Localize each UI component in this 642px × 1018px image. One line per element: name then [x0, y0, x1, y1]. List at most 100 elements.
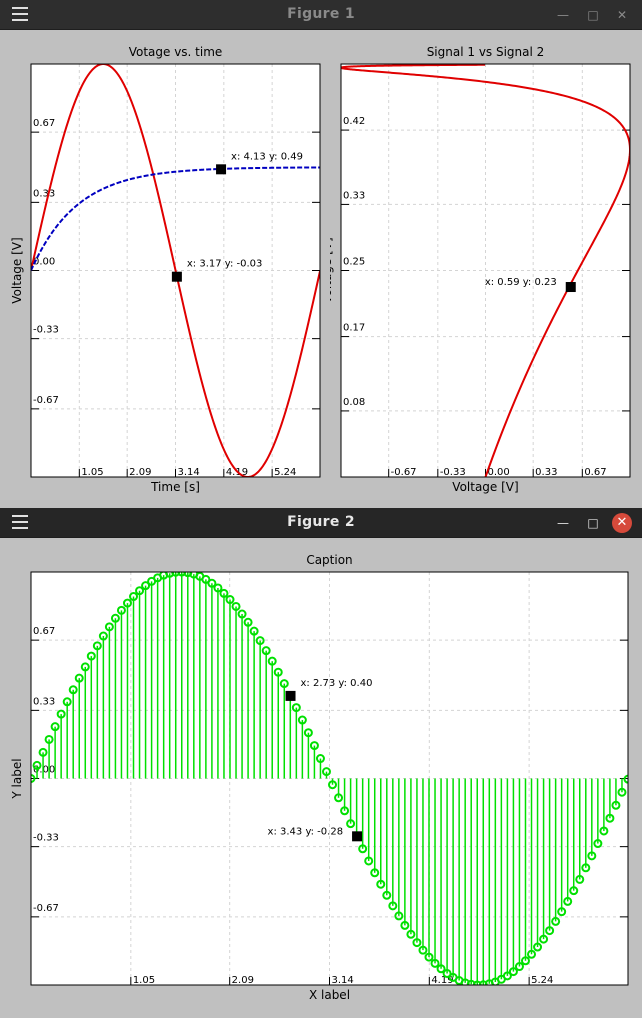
x-axis-label: X label — [309, 988, 350, 1002]
stem-marker — [135, 586, 145, 596]
stem-marker — [605, 813, 615, 823]
minimize-icon[interactable]: — — [557, 8, 569, 22]
dashed-series-line — [31, 166, 320, 271]
datatip-marker — [565, 282, 576, 293]
x-axis-label: Voltage [V] — [452, 480, 518, 494]
datatip-label: x: 4.13 y: 0.49 — [231, 151, 303, 162]
stem-marker — [370, 868, 380, 878]
stem-marker — [400, 920, 410, 930]
stem-marker — [346, 819, 356, 829]
x-tick-label: -0.33 — [440, 467, 466, 478]
x-tick-label: 1.05 — [133, 975, 155, 986]
stem-marker — [315, 754, 325, 764]
stem-marker — [364, 856, 374, 866]
stem-marker — [514, 962, 524, 972]
figure-1-titlebar[interactable]: Figure 1 — □ ✕ — [0, 0, 642, 30]
hamburger-icon[interactable] — [12, 7, 28, 21]
y-tick-label: 0.33 — [33, 696, 55, 707]
datatip-marker — [285, 690, 296, 701]
stem-marker — [213, 583, 223, 593]
stem-marker — [340, 806, 350, 816]
stem-marker — [328, 780, 338, 790]
window-title: Figure 2 — [287, 514, 355, 530]
stem-marker — [520, 956, 530, 966]
figure-2-titlebar[interactable]: Figure 2 — □ ✕ — [0, 508, 642, 538]
datatip-label: x: 0.59 y: 0.23 — [485, 277, 557, 288]
datatip-marker — [171, 271, 182, 282]
stem-marker — [122, 598, 132, 608]
stem-marker — [231, 601, 241, 611]
plot-frame — [30, 63, 321, 478]
stem-marker — [557, 907, 567, 917]
signal1-vs-signal2-chart[interactable]: -0.67 -0.33 0.00 0.33 0.67 0.42 0.33 0.25 0.17 0.… — [330, 30, 642, 508]
stem-marker — [56, 709, 66, 719]
stem-marker — [436, 964, 446, 974]
y-tick-label: 0.67 — [33, 118, 55, 129]
figure-1-window: Figure 1 — □ ✕ 1.05 2.09 3.14 4.19 5.24 0.67 0… — [0, 0, 642, 508]
series-group — [31, 64, 320, 477]
plot-frame — [340, 63, 631, 478]
stem-marker — [617, 787, 627, 797]
x-tick-label: 1.05 — [81, 467, 103, 478]
stem-marker — [623, 774, 628, 784]
y-tick-label: 0.08 — [343, 397, 365, 408]
stem-marker — [237, 609, 247, 619]
stem-marker — [291, 703, 301, 713]
stem-marker — [201, 574, 211, 584]
voltage-vs-time-chart[interactable]: 1.05 2.09 3.14 4.19 5.240.670.330.00-0.33-0.… — [0, 30, 330, 508]
stem-marker — [406, 929, 416, 939]
maximize-icon[interactable]: □ — [587, 8, 599, 22]
stem-marker — [31, 774, 36, 783]
caption-stem-chart[interactable]: 1.05 2.09 3.14 4.19 5.24 0.67 0.33 0.00 -0.33 -0.… — [0, 538, 642, 1018]
y-tick-label: 0.00 — [33, 257, 55, 268]
stem-marker — [545, 926, 555, 936]
stem-marker — [587, 851, 597, 861]
datatip-marker — [352, 831, 363, 842]
close-icon[interactable]: ✕ — [612, 513, 632, 533]
stem-marker — [32, 760, 42, 770]
hamburger-icon[interactable] — [12, 515, 28, 529]
window-title: Figure 1 — [287, 6, 355, 22]
stem-marker — [321, 767, 331, 777]
y-tick-label: 0.00 — [33, 765, 55, 776]
stem-marker — [418, 945, 428, 955]
stem-marker — [297, 715, 307, 725]
x-tick-label: 2.09 — [232, 975, 254, 986]
datatip-label: x: 3.17 y: -0.03 — [187, 259, 263, 270]
x-tick-label: 5.24 — [274, 467, 296, 478]
stem-marker — [388, 901, 398, 911]
stem-marker — [394, 911, 404, 921]
y-tick-label: -0.67 — [33, 903, 59, 914]
y-tick-label: 0.33 — [343, 190, 365, 201]
stem-marker — [207, 578, 217, 588]
stem-marker — [309, 741, 319, 751]
maximize-icon[interactable]: □ — [587, 516, 599, 530]
stem-marker — [442, 968, 452, 978]
stem-marker — [412, 938, 422, 948]
stem-marker — [44, 734, 54, 744]
stem-marker — [68, 685, 78, 695]
solid-series-line — [31, 64, 320, 477]
stem-marker — [141, 581, 151, 591]
x-tick-label: -0.67 — [391, 467, 417, 478]
close-icon[interactable]: ✕ — [616, 8, 628, 22]
x-tick-label: 3.14 — [332, 975, 354, 986]
x-tick-label: 2.09 — [129, 467, 151, 478]
stem-marker — [527, 949, 537, 959]
chart-title: Caption — [306, 553, 352, 567]
datatip-marker — [216, 164, 227, 175]
stem-marker — [551, 916, 561, 926]
stem-marker — [261, 646, 271, 656]
stem-marker — [358, 844, 368, 854]
y-tick-label: 0.17 — [343, 323, 365, 334]
minimize-icon[interactable]: — — [557, 516, 569, 530]
stem-marker — [110, 613, 120, 623]
x-tick-label: 3.14 — [178, 467, 200, 478]
stem-marker — [424, 952, 434, 962]
stem-marker — [249, 626, 259, 636]
stem-marker — [50, 722, 60, 732]
stem-marker — [593, 839, 603, 849]
stem-marker — [129, 592, 139, 602]
stem-marker — [575, 874, 585, 884]
stem-marker — [539, 934, 549, 944]
